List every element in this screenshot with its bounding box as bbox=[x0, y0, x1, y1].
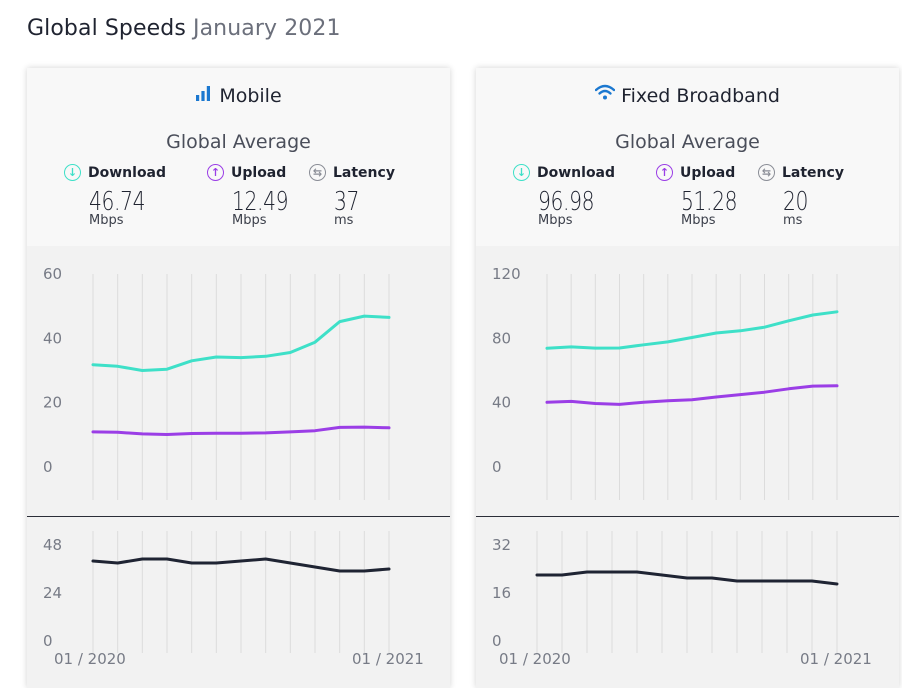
mobile-upload-metric: ↑ Upload 12.49 Mbps bbox=[207, 164, 304, 228]
fixed-speed-ytick-label: 0 bbox=[492, 458, 502, 476]
mobile-speed-ytick-label: 0 bbox=[43, 458, 53, 476]
mobile-x-start-label: 01 / 2020 bbox=[54, 650, 126, 668]
fixed-download-label: Download bbox=[537, 164, 616, 181]
mobile-latency-latency-line bbox=[91, 557, 391, 573]
mobile-speed-chart: 0 20 40 60 bbox=[43, 265, 391, 500]
mobile-speed-ytick-label: 20 bbox=[43, 394, 62, 412]
latency-icon: ⇆ bbox=[758, 164, 775, 181]
mobile-latency-label: Latency bbox=[333, 164, 395, 181]
fixed-latency-ytick-label: 32 bbox=[492, 536, 511, 554]
fixed-broadband-panel: Fixed Broadband Global Average ↓ Download… bbox=[476, 68, 899, 688]
mobile-latency-metric: ⇆ Latency 37 ms bbox=[309, 164, 395, 228]
mobile-upload-value: 12.49 bbox=[232, 187, 289, 217]
fixed-download-unit: Mbps bbox=[538, 213, 573, 228]
fixed-upload-metric: ↑ Upload 51.28 Mbps bbox=[656, 164, 753, 228]
fixed-download-value: 96.98 bbox=[538, 187, 595, 217]
mobile-latency-ytick-label: 48 bbox=[43, 536, 62, 554]
fixed-speed-ytick-label: 80 bbox=[492, 329, 511, 347]
upload-arrow-icon: ↑ bbox=[207, 164, 224, 181]
fixed-download-metric: ↓ Download 96.98 Mbps bbox=[513, 164, 615, 228]
fixed-upload-value: 51.28 bbox=[681, 187, 738, 217]
page-title: Global Speeds January 2021 bbox=[27, 16, 341, 41]
mobile-download-unit: Mbps bbox=[89, 213, 124, 228]
mobile-speed-ytick-label: 60 bbox=[43, 265, 62, 283]
upload-arrow-icon: ↑ bbox=[656, 164, 673, 181]
mobile-speed-upload-line bbox=[91, 425, 391, 436]
mobile-chart-divider bbox=[27, 516, 450, 517]
fixed-speed-upload-line bbox=[545, 384, 839, 406]
page-title-date: January 2021 bbox=[193, 16, 341, 41]
fixed-latency-unit: ms bbox=[783, 213, 803, 228]
mobile-summary bbox=[27, 68, 450, 246]
signal-bars-icon bbox=[195, 84, 213, 107]
mobile-speed-ytick-label: 40 bbox=[43, 329, 62, 347]
fixed-latency-metric: ⇆ Latency 20 ms bbox=[758, 164, 844, 228]
fixed-speed-ytick-label: 120 bbox=[492, 265, 521, 283]
fixed-x-end-label: 01 / 2021 bbox=[800, 650, 872, 668]
download-arrow-icon: ↓ bbox=[513, 164, 530, 181]
mobile-panel: Mobile Global Average ↓ Download 46.74 Mb… bbox=[27, 68, 450, 688]
fixed-latency-latency-line bbox=[535, 570, 839, 586]
fixed-upload-unit: Mbps bbox=[681, 213, 716, 228]
fixed-latency-ytick-label: 0 bbox=[492, 632, 502, 650]
mobile-latency-ytick-label: 24 bbox=[43, 584, 62, 602]
mobile-x-end-label: 01 / 2021 bbox=[352, 650, 424, 668]
mobile-upload-unit: Mbps bbox=[232, 213, 267, 228]
fixed-latency-ytick-label: 16 bbox=[492, 584, 511, 602]
fixed-summary bbox=[476, 68, 899, 246]
page-title-main: Global Speeds bbox=[27, 16, 186, 41]
mobile-download-value: 46.74 bbox=[89, 187, 146, 217]
fixed-latency-label: Latency bbox=[782, 164, 844, 181]
mobile-latency-unit: ms bbox=[334, 213, 354, 228]
wifi-icon bbox=[594, 84, 616, 107]
fixed-chart-divider bbox=[476, 516, 899, 517]
download-arrow-icon: ↓ bbox=[64, 164, 81, 181]
fixed-speed-ytick-label: 40 bbox=[492, 394, 511, 412]
fixed-speed-chart: 0 40 80 120 bbox=[492, 265, 839, 500]
fixed-x-start-label: 01 / 2020 bbox=[499, 650, 571, 668]
mobile-latency-chart: 0 24 48 bbox=[43, 531, 391, 653]
fixed-latency-chart: 0 16 32 bbox=[492, 531, 839, 653]
mobile-latency-value: 37 bbox=[334, 187, 360, 217]
fixed-upload-label: Upload bbox=[680, 164, 736, 181]
mobile-download-label: Download bbox=[88, 164, 167, 181]
fixed-panel-title: Fixed Broadband bbox=[621, 84, 780, 107]
mobile-download-metric: ↓ Download 46.74 Mbps bbox=[64, 164, 166, 228]
mobile-panel-header: Mobile bbox=[27, 84, 450, 107]
mobile-panel-title: Mobile bbox=[219, 84, 282, 107]
fixed-latency-value: 20 bbox=[783, 187, 809, 217]
mobile-global-average-label: Global Average bbox=[166, 131, 311, 153]
fixed-speed-download-line bbox=[545, 310, 839, 350]
mobile-upload-label: Upload bbox=[231, 164, 287, 181]
latency-icon: ⇆ bbox=[309, 164, 326, 181]
mobile-speed-download-line bbox=[91, 314, 391, 372]
mobile-latency-ytick-label: 0 bbox=[43, 632, 53, 650]
fixed-panel-header: Fixed Broadband bbox=[476, 84, 899, 107]
fixed-global-average-label: Global Average bbox=[615, 131, 760, 153]
